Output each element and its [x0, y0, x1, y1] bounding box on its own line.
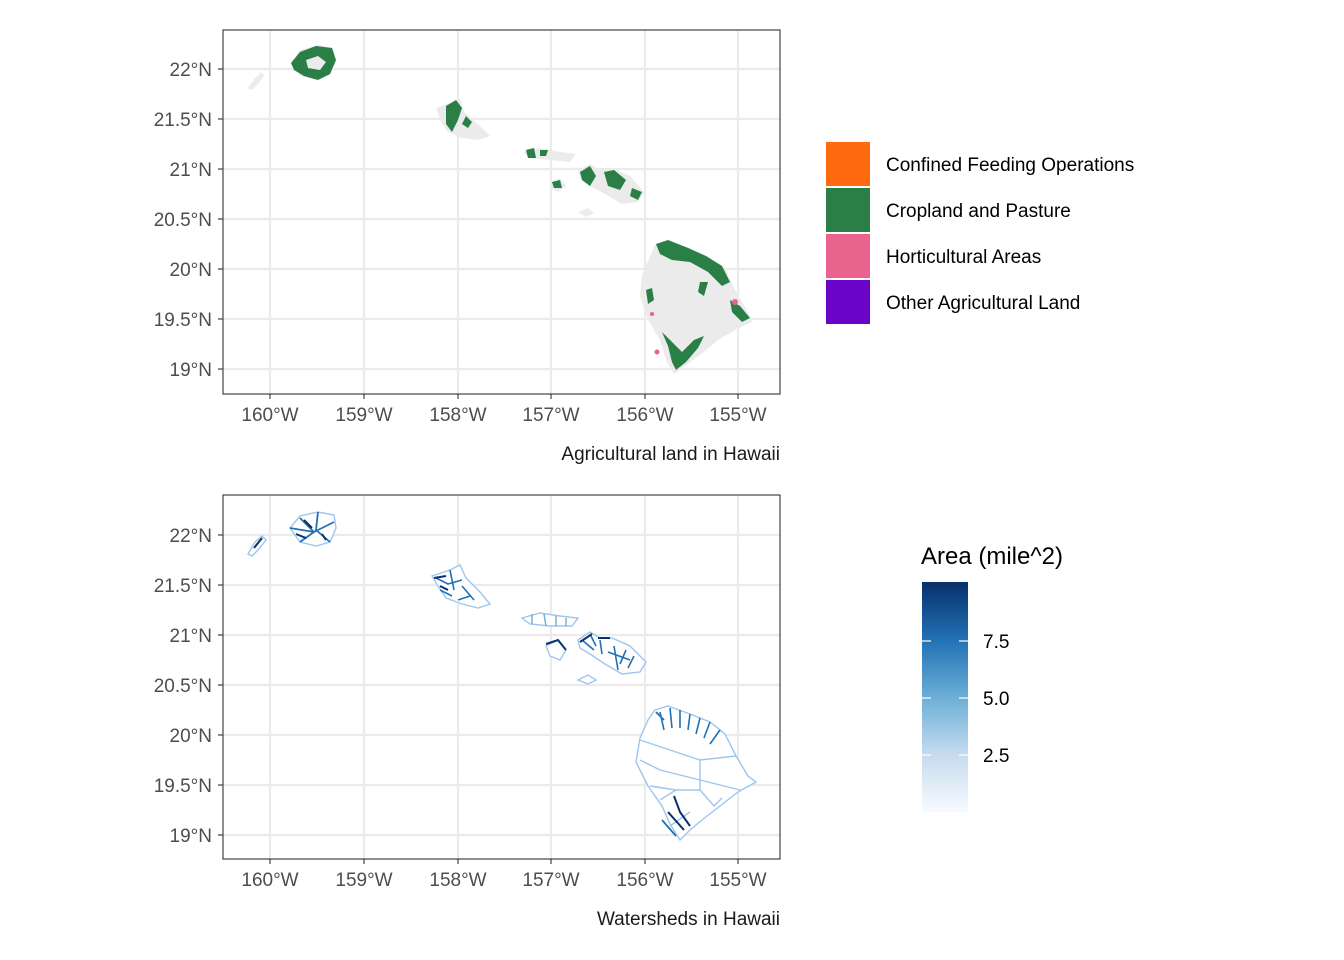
- legend-label: Other Agricultural Land: [886, 293, 1080, 314]
- gridlines: [223, 495, 780, 859]
- lat-tick-label: 21°N: [170, 626, 212, 647]
- panel-border: [222, 494, 781, 860]
- panel-border: [222, 29, 781, 395]
- legend-label: Horticultural Areas: [886, 247, 1041, 268]
- watershed-line: [579, 633, 610, 643]
- lon-tick-label: 158°W: [429, 405, 486, 426]
- lon-tick-label: 156°W: [616, 405, 673, 426]
- horticultural-hilo: [732, 299, 738, 305]
- cropland-oahu: [446, 100, 472, 132]
- map-caption: Watersheds in Hawaii: [597, 909, 780, 930]
- lat-tick-label: 21.5°N: [154, 110, 212, 131]
- lat-tick-label: 19°N: [170, 360, 212, 381]
- legend-key-swatch: [826, 280, 870, 324]
- area-colorbar-legend: Area (mile^2) 7.5 5.0 2.5: [921, 543, 1063, 812]
- cropland-maui: [580, 166, 642, 200]
- legend-key-swatch: [826, 234, 870, 278]
- cropland-pasture-areas: [291, 46, 750, 370]
- cropland-molokai: [526, 148, 548, 158]
- cropland-lanai: [552, 180, 562, 188]
- y-axis-ticks: 22°N 21.5°N 21°N 20.5°N 20°N 19.5°N 19°N: [154, 526, 223, 847]
- watershed-molokai: [520, 612, 580, 627]
- watershed-oahu: [430, 564, 492, 609]
- lon-tick-label: 156°W: [616, 870, 673, 891]
- lat-tick-label: 20.5°N: [154, 676, 212, 697]
- lat-tick-label: 22°N: [170, 60, 212, 81]
- horticultural-areas: [650, 299, 738, 355]
- watershed-niihau: [247, 535, 267, 557]
- lon-tick-label: 160°W: [241, 870, 298, 891]
- watershed-line: [289, 511, 335, 543]
- legend-label: Confined Feeding Operations: [886, 155, 1134, 176]
- watershed-hawaii: [635, 705, 758, 842]
- watershed-line: [435, 569, 475, 601]
- colorbar-tick-label: 5.0: [983, 689, 1009, 710]
- lon-tick-label: 155°W: [709, 405, 766, 426]
- agriculture-legend: Confined Feeding Operations Cropland and…: [826, 142, 1134, 324]
- watershed-line: [545, 638, 567, 651]
- watershed-line: [655, 711, 677, 837]
- lat-tick-label: 20°N: [170, 726, 212, 747]
- kahoolawe-island: [578, 208, 594, 217]
- lat-tick-label: 19.5°N: [154, 776, 212, 797]
- colorbar: [922, 582, 968, 812]
- lon-tick-label: 155°W: [709, 870, 766, 891]
- agriculture-map-panel: 22°N 21.5°N 21°N 20.5°N 20°N 19.5°N 19°N…: [154, 29, 781, 465]
- lon-tick-label: 159°W: [335, 870, 392, 891]
- legend-title: Area (mile^2): [921, 543, 1063, 570]
- watershed-line: [433, 575, 449, 591]
- legend-key-swatch: [826, 142, 870, 186]
- lat-tick-label: 20°N: [170, 260, 212, 281]
- watershed-map-panel: 22°N 21.5°N 21°N 20.5°N 20°N 19.5°N 19°N…: [154, 494, 781, 930]
- watershed-kahoolawe: [576, 674, 598, 685]
- lon-tick-label: 159°W: [335, 405, 392, 426]
- cropland-hawaii-north: [656, 240, 730, 286]
- cropland-hawaii-south: [662, 332, 704, 370]
- cropland-hawaii-east: [730, 300, 750, 322]
- lat-tick-label: 22°N: [170, 526, 212, 547]
- horticultural-west: [650, 312, 654, 316]
- legend-key-swatch: [826, 188, 870, 232]
- watershed-line: [667, 795, 691, 831]
- lon-tick-label: 158°W: [429, 870, 486, 891]
- lon-tick-label: 160°W: [241, 405, 298, 426]
- watershed-line: [253, 537, 263, 549]
- cropland-kauai: [291, 46, 336, 80]
- watershed-line: [659, 707, 721, 745]
- x-axis-ticks: 160°W 159°W 158°W 157°W 156°W 155°W: [241, 394, 767, 426]
- legend-label: Cropland and Pasture: [886, 201, 1071, 222]
- lon-tick-label: 157°W: [522, 405, 579, 426]
- molokai-island: [524, 148, 576, 162]
- niihau-island: [248, 72, 264, 90]
- colorbar-tick-label: 7.5: [983, 632, 1009, 653]
- y-axis-ticks: 22°N 21.5°N 21°N 20.5°N 20°N 19.5°N 19°N: [154, 60, 223, 381]
- horticultural-kona: [654, 349, 660, 355]
- map-caption: Agricultural land in Hawaii: [561, 444, 780, 465]
- watershed-line: [639, 739, 741, 827]
- lat-tick-label: 20.5°N: [154, 210, 212, 231]
- cropland-hawaii-west: [646, 282, 708, 304]
- lat-tick-label: 21.5°N: [154, 576, 212, 597]
- gridlines: [223, 30, 780, 394]
- colorbar-tick-label: 2.5: [983, 746, 1009, 767]
- lon-tick-label: 157°W: [522, 870, 579, 891]
- colorbar-ticks: [922, 640, 968, 756]
- watershed-polygons: [247, 511, 758, 842]
- lat-tick-label: 19.5°N: [154, 310, 212, 331]
- lat-tick-label: 21°N: [170, 160, 212, 181]
- watershed-line: [295, 519, 327, 541]
- watershed-line: [581, 633, 635, 671]
- lat-tick-label: 19°N: [170, 826, 212, 847]
- watershed-line: [531, 613, 567, 627]
- x-axis-ticks: 160°W 159°W 158°W 157°W 156°W 155°W: [241, 859, 767, 891]
